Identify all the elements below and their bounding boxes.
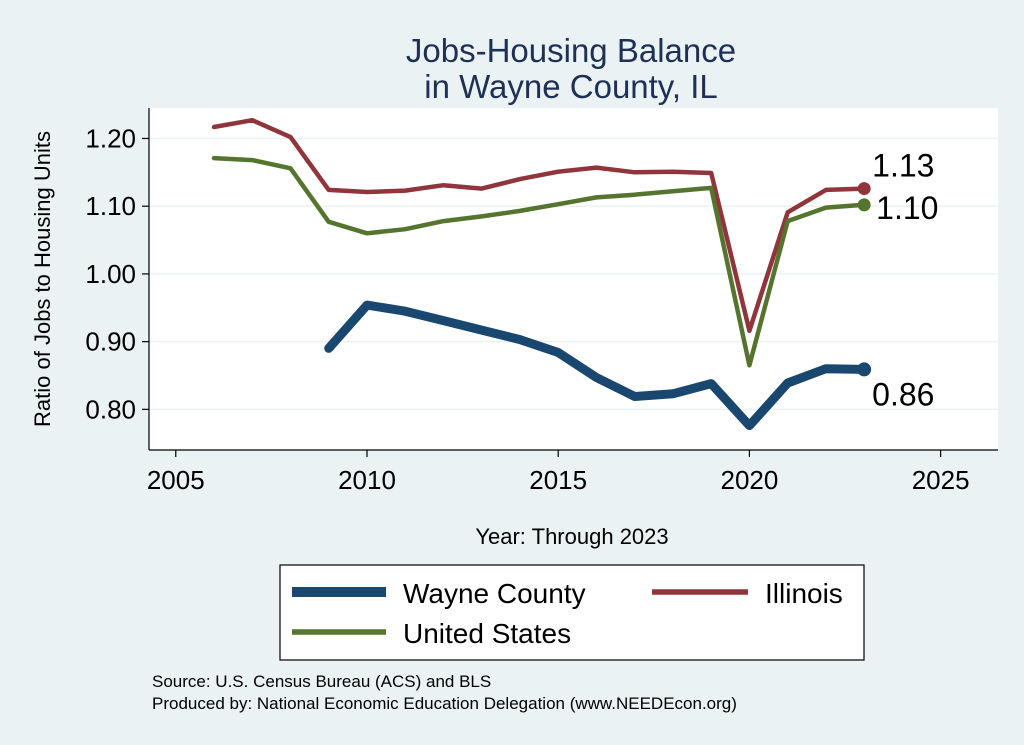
series-line-wayne-county: [324, 300, 869, 431]
end-label-wayne-county: 0.86: [872, 376, 934, 412]
source-note: Source: U.S. Census Bureau (ACS) and BLS: [152, 672, 491, 691]
end-label-illinois: 1.13: [872, 148, 934, 184]
end-label-united-states: 1.10: [876, 190, 938, 226]
series-endpoint-illinois: [857, 182, 871, 196]
y-tick-label-4: 1.20: [85, 123, 136, 153]
series-endpoint-wayne-county: [857, 362, 872, 377]
legend-box: [279, 564, 865, 661]
legend-label-united-states: United States: [403, 618, 571, 649]
y-ticks: 0.80 0.90 1.00 1.10 1.20: [85, 123, 149, 424]
series-endpoint-united-states: [857, 198, 871, 212]
y-tick-label-3: 1.10: [85, 191, 136, 221]
produced-by-note: Produced by: National Economic Education…: [152, 694, 737, 713]
chart-title-line-1: Jobs-Housing Balance: [406, 32, 736, 69]
legend: Wayne County Illinois United States: [279, 564, 865, 661]
series-line-united-states: [211, 155, 867, 368]
x-tick-label-1: 2010: [338, 465, 396, 495]
x-tick-label-4: 2025: [912, 465, 970, 495]
x-axis-label: Year: Through 2023: [475, 524, 668, 549]
series-end-labels: 1.13 1.10 0.86: [872, 148, 938, 413]
y-tick-label-1: 0.90: [85, 327, 136, 357]
chart-title-line-2: in Wayne County, IL: [424, 68, 717, 105]
x-ticks: 2005 2010 2015 2020 2025: [147, 450, 970, 495]
x-tick-label-2: 2015: [529, 465, 587, 495]
legend-label-illinois: Illinois: [765, 578, 843, 609]
plot-area: [149, 108, 998, 450]
x-tick-label-0: 2005: [147, 465, 205, 495]
x-tick-label-3: 2020: [720, 465, 778, 495]
series-lines: [211, 117, 869, 431]
legend-label-wayne-county: Wayne County: [403, 578, 586, 609]
y-tick-label-2: 1.00: [85, 259, 136, 289]
axes: [148, 108, 998, 451]
y-tick-label-0: 0.80: [85, 394, 136, 424]
y-axis-label: Ratio of Jobs to Housing Units: [30, 131, 55, 427]
series-line-illinois: [211, 117, 867, 334]
series-endpoints: [857, 182, 872, 377]
